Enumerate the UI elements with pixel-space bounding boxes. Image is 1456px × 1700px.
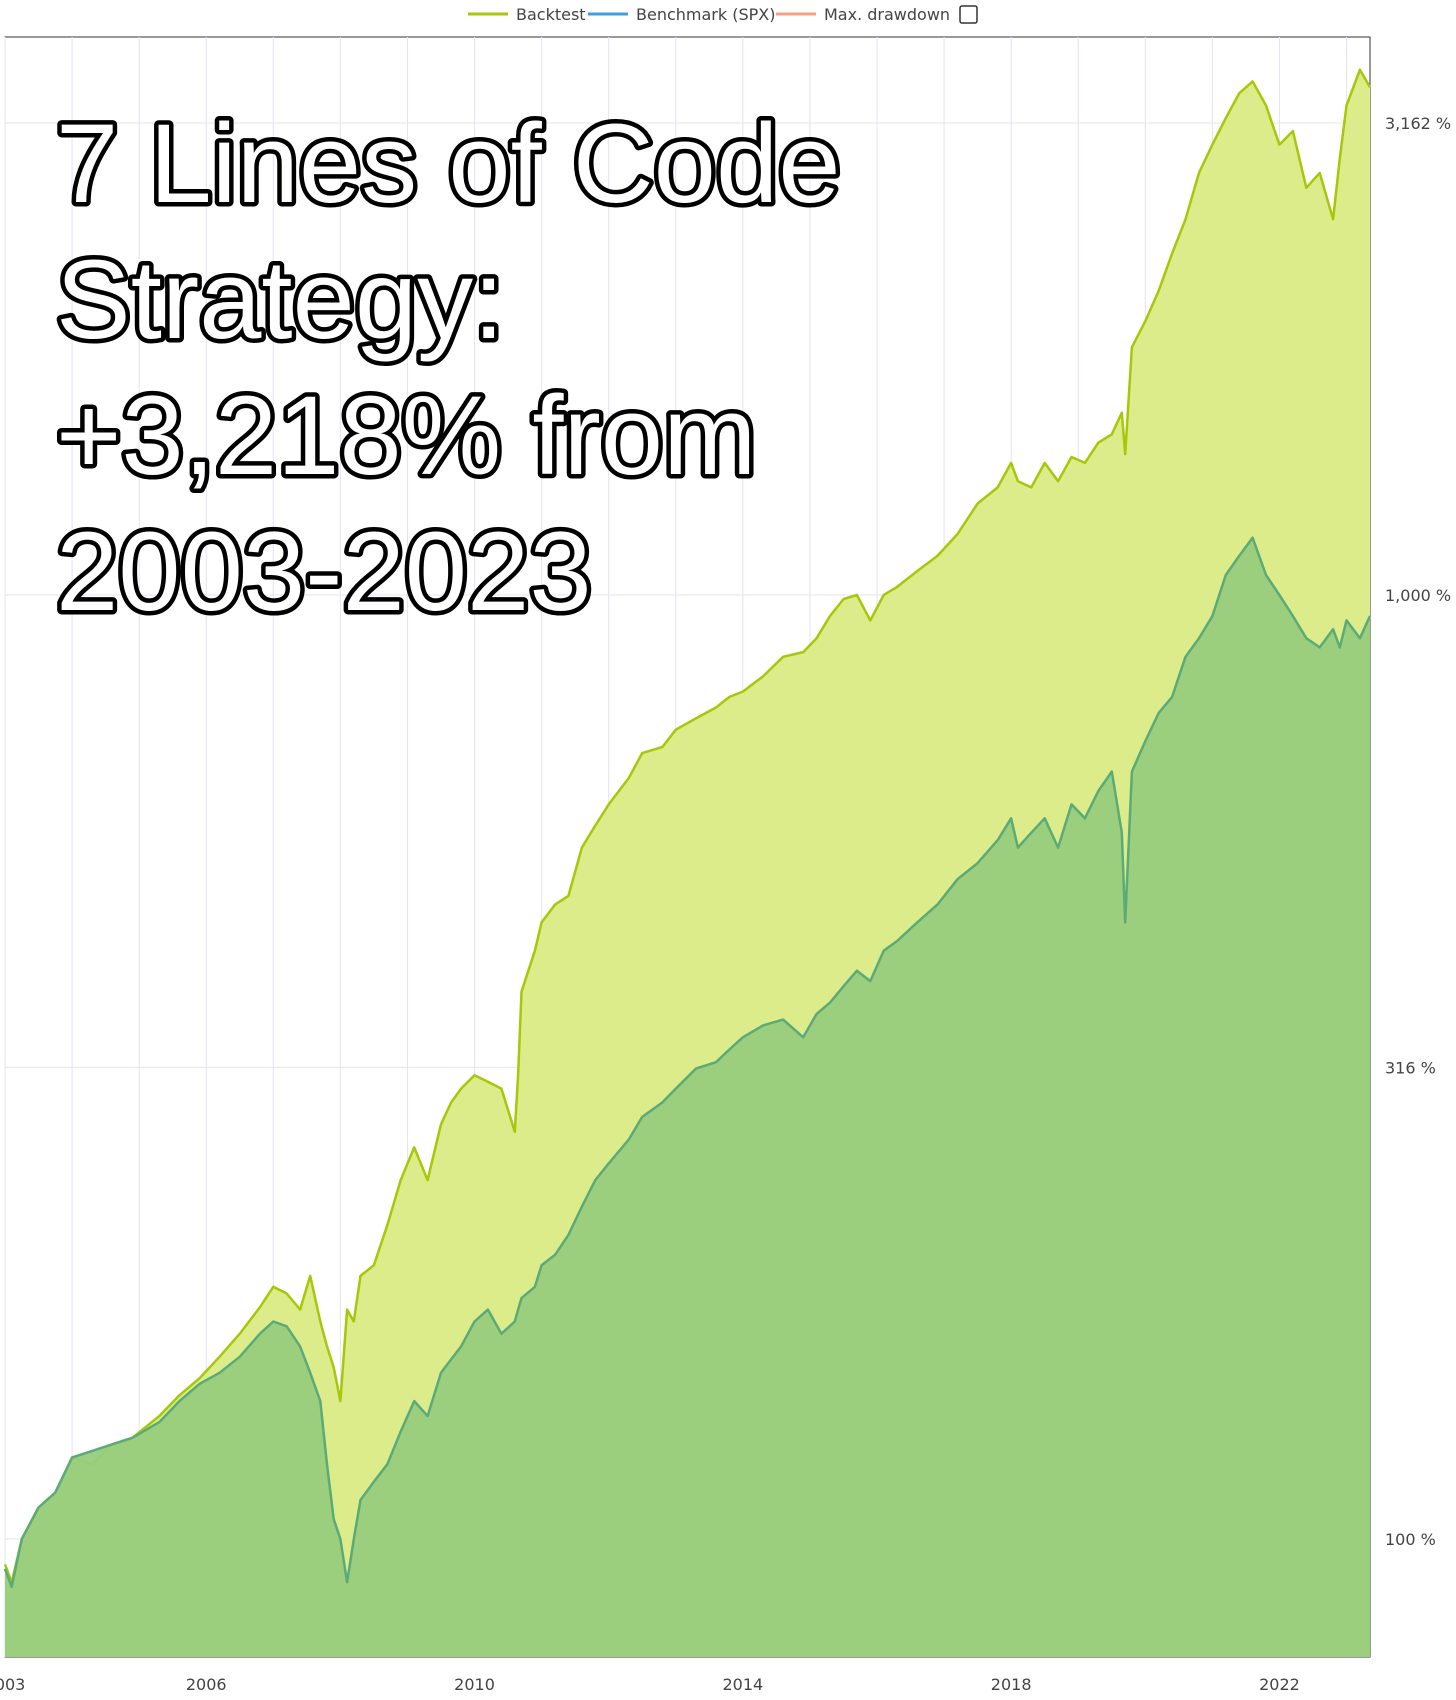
overlay-line-4: 2003-2023: [56, 509, 592, 634]
x-tick-label: 2010: [454, 1675, 495, 1694]
series-line-backtest: [3, 68, 1372, 1584]
y-tick-label: 1,000 %: [1385, 586, 1451, 605]
legend-label-benchmark[interactable]: Benchmark (SPX): [636, 5, 775, 24]
series-line-benchmark: [3, 536, 1372, 1589]
x-axis: 2003 2006 2010 2014 2018 2022: [0, 1675, 1300, 1694]
overlay-line-2: Strategy:: [56, 237, 504, 362]
legend-label-backtest[interactable]: Backtest: [516, 5, 586, 24]
series-area-benchmark: [5, 537, 1370, 1658]
series-layer: [3, 68, 1372, 1658]
y-tick-label: 316 %: [1385, 1058, 1436, 1077]
x-tick-label: 2006: [186, 1675, 227, 1694]
overlay-line-3: +3,218% from: [56, 373, 756, 498]
y-axis: 100 % 316 % 1,000 % 3,162 %: [1385, 114, 1451, 1549]
x-tick-label: 2003: [0, 1675, 25, 1694]
overlay-headline: 7 Lines of Code Strategy: +3,218% from 2…: [52, 97, 846, 639]
overlay-line-1: 7 Lines of Code: [56, 101, 841, 226]
x-tick-label: 2018: [991, 1675, 1032, 1694]
y-tick-label: 3,162 %: [1385, 114, 1451, 133]
legend-label-max-drawdown[interactable]: Max. drawdown: [824, 5, 950, 24]
y-tick-label: 100 %: [1385, 1530, 1436, 1549]
legend-checkbox[interactable]: [959, 5, 978, 24]
x-tick-label: 2014: [722, 1675, 763, 1694]
legend: Backtest Benchmark (SPX) Max. drawdown: [468, 5, 978, 24]
x-tick-label: 2022: [1259, 1675, 1300, 1694]
